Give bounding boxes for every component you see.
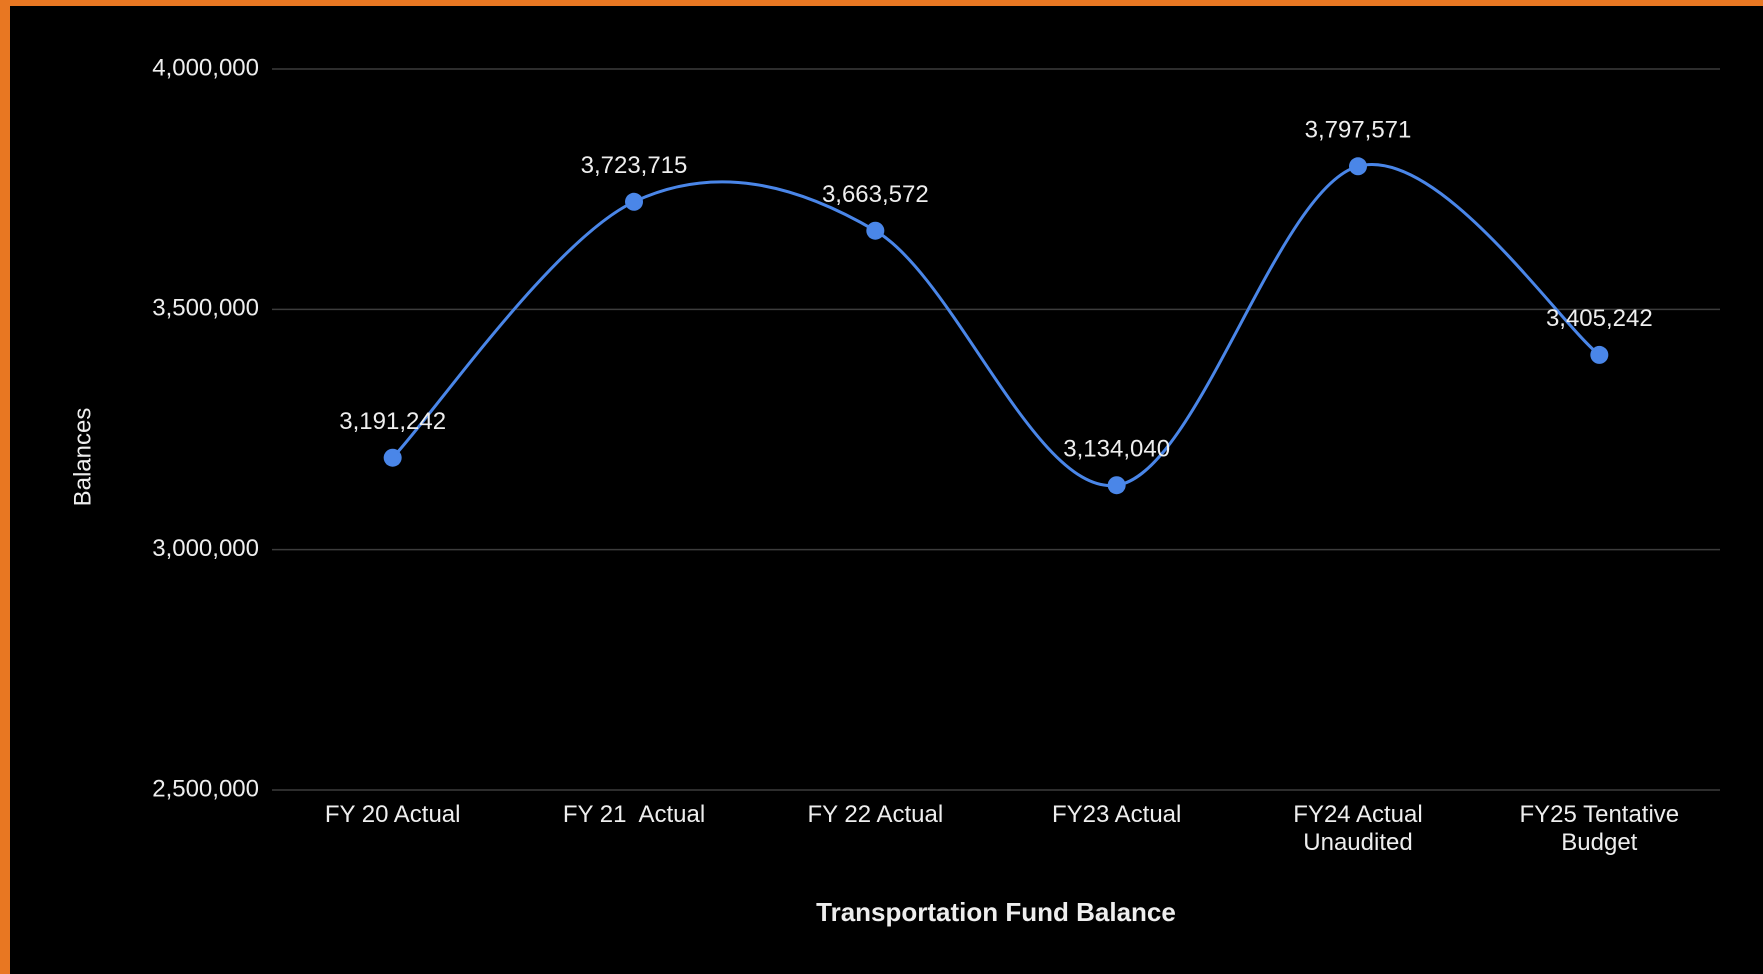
line <box>391 162 1601 487</box>
x-tick-label: FY25 Tentative Budget <box>1519 801 1680 856</box>
data-label: 3,405,242 <box>1546 305 1653 332</box>
point <box>625 192 643 211</box>
data-label: 3,723,715 <box>581 152 688 179</box>
y-tick-label: 2,500,000 <box>152 775 259 802</box>
x-tick-label: FY24 Actual Unaudited <box>1293 801 1423 856</box>
data-label: 3,663,572 <box>822 181 929 208</box>
point <box>1349 157 1367 176</box>
x-tick-label: FY 22 Actual <box>807 801 944 828</box>
x-tick-label: FY 21 Actual <box>562 801 706 828</box>
point <box>1107 476 1126 495</box>
data-label: 3,134,040 <box>1063 436 1170 463</box>
y-axis-label: Balances <box>69 408 96 507</box>
chart-background <box>10 6 1763 974</box>
data-label: 3,797,571 <box>1305 117 1412 144</box>
point <box>1590 345 1609 364</box>
chart-title: Transportation Fund Balance <box>816 897 1176 927</box>
y-tick-label: 3,500,000 <box>152 295 259 322</box>
y-tick-label: 4,000,000 <box>152 54 259 81</box>
point <box>383 448 402 467</box>
x-tick-label: FY23 Actual <box>1051 801 1182 828</box>
x-tick-label: FY 20 Actual <box>324 801 461 828</box>
point <box>866 221 885 240</box>
data-label: 3,191,242 <box>339 408 446 435</box>
y-tick-label: 3,000,000 <box>152 535 259 562</box>
